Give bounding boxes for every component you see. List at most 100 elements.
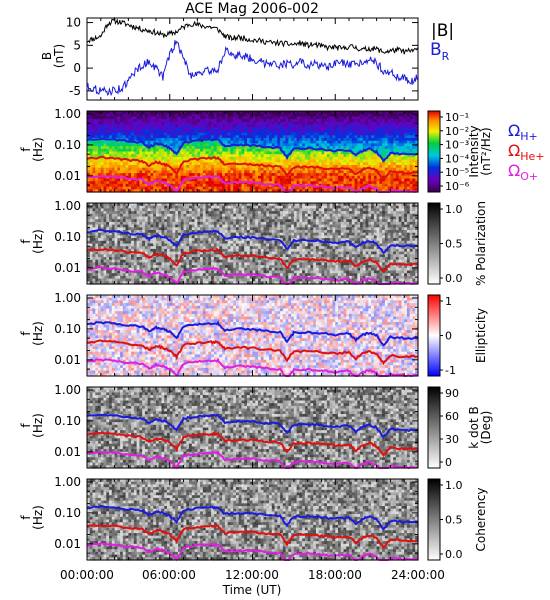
spectrogram-cell — [200, 181, 204, 185]
spectrogram-cell — [98, 173, 102, 177]
spectrogram-cell — [252, 183, 256, 188]
spectrogram-cell — [161, 138, 165, 142]
spectrogram-cell — [150, 140, 154, 144]
spectrogram-cell — [133, 162, 138, 166]
spectrogram-cell — [269, 175, 273, 180]
legend-gyrofrequency: ΩH+ — [508, 121, 538, 143]
spectrogram-cell — [133, 119, 138, 123]
spectrogram-cell — [263, 189, 267, 193]
spectrogram-cell — [194, 181, 198, 185]
spectrogram-cell — [230, 186, 234, 190]
spectrogram-cell — [178, 111, 182, 115]
spectrogram-cell — [213, 159, 218, 163]
spectrogram-cell — [111, 113, 116, 117]
spectrogram-cell — [197, 116, 201, 120]
spectrogram-cell — [144, 178, 149, 182]
spectrogram-cell — [136, 167, 141, 171]
spectrogram-cell — [269, 151, 273, 155]
spectrogram-cell — [106, 186, 110, 190]
spectrogram-cell — [227, 183, 232, 188]
spectrogram-cell — [252, 167, 256, 171]
spectrogram-cell — [95, 170, 99, 174]
spectrogram-cell — [233, 111, 237, 115]
spectrogram-cell — [205, 173, 209, 177]
spectrogram-cell — [120, 156, 124, 161]
spectrogram-cell — [277, 175, 281, 180]
spectrogram-cell — [260, 113, 265, 117]
spectrogram-cell — [128, 162, 132, 166]
spectrogram-cell — [92, 165, 96, 169]
spectrogram-cell — [230, 156, 234, 161]
spectrogram-cell — [183, 165, 187, 169]
spectrogram-cell — [255, 175, 259, 180]
spectrogram-cell — [136, 146, 141, 150]
spectrogram-cell — [260, 173, 265, 177]
spectrogram-cell — [87, 154, 91, 158]
spectrogram-cell — [117, 154, 121, 158]
spectrogram-cell — [213, 135, 218, 139]
spectrogram-cell — [183, 113, 187, 117]
spectrogram-cell — [216, 189, 220, 193]
colorbar-tick-label: 10⁻⁶ — [445, 180, 470, 193]
spectrogram-cell — [106, 135, 110, 139]
spectrogram-cell — [252, 146, 256, 150]
spectrogram-cell — [117, 167, 121, 171]
spectrogram-cell — [136, 162, 141, 166]
spectrogram-cell — [211, 151, 215, 155]
spectrogram-cell — [244, 178, 248, 182]
spectrogram-cell — [111, 181, 116, 185]
spectrogram-cell — [280, 127, 284, 131]
spectrogram-cell — [238, 138, 243, 142]
spectrogram-cell — [178, 178, 182, 182]
spectrogram-cell — [161, 121, 165, 126]
spectrogram-cell — [235, 127, 240, 131]
spectrogram-cell — [202, 111, 207, 115]
spectrogram-cell — [87, 119, 91, 123]
spectrogram-cell — [169, 162, 174, 166]
spectrogram-cell — [114, 183, 118, 188]
spectrogram-cell — [95, 178, 99, 182]
spectrogram-cell — [241, 151, 245, 155]
spectrogram-cell — [211, 167, 215, 171]
spectrogram-cell — [186, 135, 190, 139]
spectrogram-cell — [166, 113, 171, 117]
spectrogram-cell — [172, 183, 176, 188]
spectrogram-cell — [213, 148, 218, 153]
spectrogram-cell — [103, 162, 107, 166]
spectrogram-cell — [266, 127, 270, 131]
spectrogram-cell — [241, 173, 245, 177]
spectrogram-cell — [183, 127, 187, 131]
spectrogram-cell — [235, 121, 240, 126]
spectrogram-cell — [133, 167, 138, 171]
spectrogram-cell — [164, 170, 168, 174]
spectrogram-cell — [131, 143, 135, 147]
spectrogram-cell — [100, 132, 105, 136]
spectrogram-cell — [235, 186, 240, 190]
spectrogram-cell — [183, 119, 187, 123]
spectrogram-cell — [277, 140, 281, 144]
spectrogram-cell — [139, 146, 143, 150]
spectrogram-cell — [172, 156, 176, 161]
spectrogram-cell — [95, 135, 99, 139]
spectrogram-cell — [139, 181, 143, 185]
spectrogram-cell — [186, 148, 190, 153]
spectrogram-cell — [106, 154, 110, 158]
spectrogram-cell — [103, 124, 107, 128]
spectrogram-cell — [255, 116, 259, 120]
spectrogram-cell — [258, 132, 262, 136]
spectrogram-cell — [211, 119, 215, 123]
spectrogram-cell — [109, 189, 113, 193]
spectrogram-cell — [233, 129, 237, 134]
spectrogram-cell — [106, 178, 110, 182]
spectrogram-cell — [208, 181, 212, 185]
spectrogram-cell — [271, 140, 276, 144]
spectrogram-cell — [222, 132, 226, 136]
spectrogram-cell — [153, 189, 157, 193]
spectrogram-cell — [271, 154, 276, 158]
spectrogram-cell — [147, 119, 152, 123]
spectrogram-cell — [238, 165, 243, 169]
spectrogram-cell — [271, 159, 276, 163]
spectrogram-cell — [277, 143, 281, 147]
spectrogram-cell — [271, 143, 276, 147]
spectrogram-cell — [131, 173, 135, 177]
